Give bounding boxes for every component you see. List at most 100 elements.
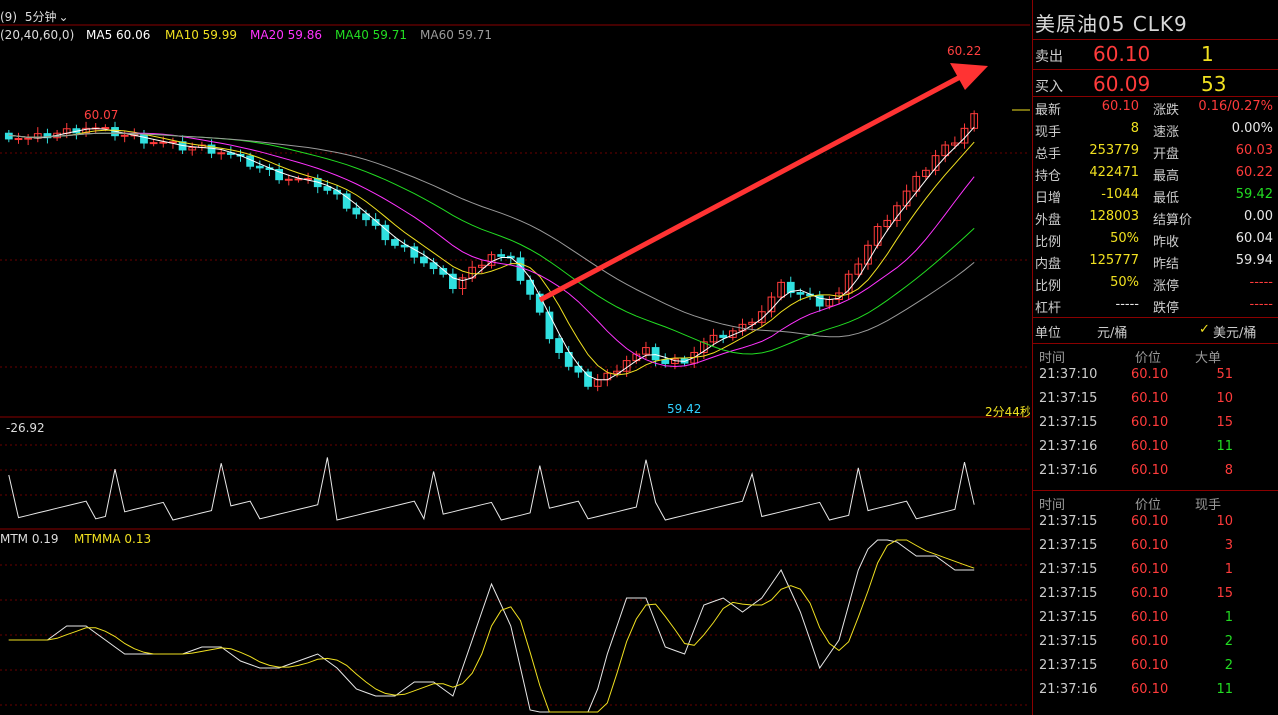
indicator1-line [8,457,975,521]
candle-body [960,127,969,144]
mtm-legend: MTM 0.19 [0,532,59,546]
unit-option-usd[interactable]: 美元/桶 [1213,326,1257,341]
candle-body [391,239,399,246]
tick-price: 60.10 [1131,586,1169,601]
stat-label: 日增 [1035,191,1062,206]
candle-body [140,134,148,144]
stat-label: 比例 [1035,279,1062,294]
tick-time: 21:37:15 [1039,391,1098,406]
candle-body [883,219,892,228]
candle-body [149,142,158,145]
candle-body [786,281,795,294]
stat-label-2: 最高 [1153,169,1180,184]
indicator1-value: -26.92 [6,421,45,435]
high-price-label: 60.22 [947,44,982,58]
tick-qty: 8 [1224,463,1233,478]
candle-body [922,169,930,177]
tick-time: 21:37:15 [1039,610,1098,625]
ma40-legend: MA40 59.71 [335,28,407,42]
candle-body [352,207,361,215]
candle-body [719,334,728,338]
candle-body [941,144,950,157]
stat-value: 253779 [1089,143,1139,158]
stat-row: 日增 -1044 最低 59.42 [1033,187,1278,209]
stat-value: 128003 [1089,209,1139,224]
candle-body [767,296,776,313]
trend-arrow-head [950,63,988,90]
tick-time: 21:37:15 [1039,658,1098,673]
tick-qty: 15 [1216,586,1233,601]
stat-label-2: 涨跌 [1153,103,1180,118]
candle-body [188,147,197,151]
ask-qty: 1 [1201,42,1214,66]
big-order-row: 21:37:10 60.10 51 [1033,367,1278,391]
tick-price: 60.10 [1131,391,1169,406]
ask-row[interactable]: 卖出 60.10 1 [1033,42,1278,70]
candle-body [864,244,872,265]
candle-body [757,311,766,323]
candle-body [564,351,573,367]
candle-body [82,127,90,134]
tick-price: 60.10 [1131,463,1169,478]
ma10-legend: MA10 59.99 [165,28,237,42]
candle-body [709,334,718,343]
period-selector[interactable]: 5分钟 [24,10,57,24]
unit-row: 单位 元/桶 ✓ 美元/桶 [1033,322,1278,344]
candle-body [728,330,737,338]
ask-label: 卖出 [1035,49,1063,65]
stat-value: 50% [1110,231,1139,246]
bid-label: 买入 [1035,79,1063,95]
chevron-down-icon[interactable]: ⌄ [58,10,69,24]
stat-label: 总手 [1035,147,1062,162]
stat-value-2: ----- [1249,275,1273,290]
stat-row: 最新 60.10 涨跌 0.16/0.27% [1033,99,1278,121]
candle-body [526,279,534,295]
candle-body [661,359,670,364]
tick-price: 60.10 [1131,658,1169,673]
ma20-legend: MA20 59.86 [250,28,322,42]
candle-body [584,371,592,387]
kline-chart-area[interactable]: (9) 5分钟 ⌄ (20,40,60,0) MA5 60.06 MA10 59.… [0,0,1030,715]
candle-body [159,141,168,144]
tick-qty: 11 [1216,439,1233,454]
candle-body [323,186,332,191]
tick-time: 21:37:15 [1039,514,1098,529]
tick-price: 60.10 [1131,610,1169,625]
stat-label-2: 开盘 [1153,147,1180,162]
stat-row: 外盘 128003 结算价 0.00 [1033,209,1278,231]
tick-qty: 10 [1216,514,1233,529]
candle-body [497,254,506,257]
tick-qty: 1 [1224,562,1233,577]
stat-label-2: 结算价 [1153,213,1193,228]
big-header-price: 价位 [1135,351,1162,366]
tick-time: 21:37:15 [1039,634,1098,649]
big-order-row: 21:37:15 60.10 15 [1033,415,1278,439]
stat-value: 60.10 [1101,99,1139,114]
candle-body [294,178,303,181]
candle-body [970,113,979,129]
tick-qty: 51 [1216,367,1233,382]
check-icon: ✓ [1199,322,1210,337]
candle-body [362,213,370,221]
stat-value: 8 [1130,121,1139,136]
ma5-legend: MA5 60.06 [86,28,151,42]
big-header-time: 时间 [1039,351,1066,366]
bid-row[interactable]: 买入 60.09 53 [1033,72,1278,100]
candle-body [14,138,23,141]
tick-qty: 11 [1216,682,1233,697]
stat-label-2: 昨收 [1153,235,1180,250]
stat-label: 现手 [1035,125,1062,140]
candle-body [429,262,438,270]
stat-label: 最新 [1035,103,1062,118]
big-header-qty: 大单 [1195,351,1222,366]
candle-body [420,256,428,264]
stat-label: 持仓 [1035,169,1062,184]
tick-price: 60.10 [1131,562,1169,577]
candle-body [902,190,911,207]
tick-header-price: 价位 [1135,498,1162,513]
tick-time: 21:37:16 [1039,439,1098,454]
tick-time: 21:37:10 [1039,367,1098,382]
stat-value-2: 0.00 [1244,209,1273,224]
kline-canvas[interactable] [0,0,1030,715]
stat-row: 现手 8 速涨 0.00% [1033,121,1278,143]
